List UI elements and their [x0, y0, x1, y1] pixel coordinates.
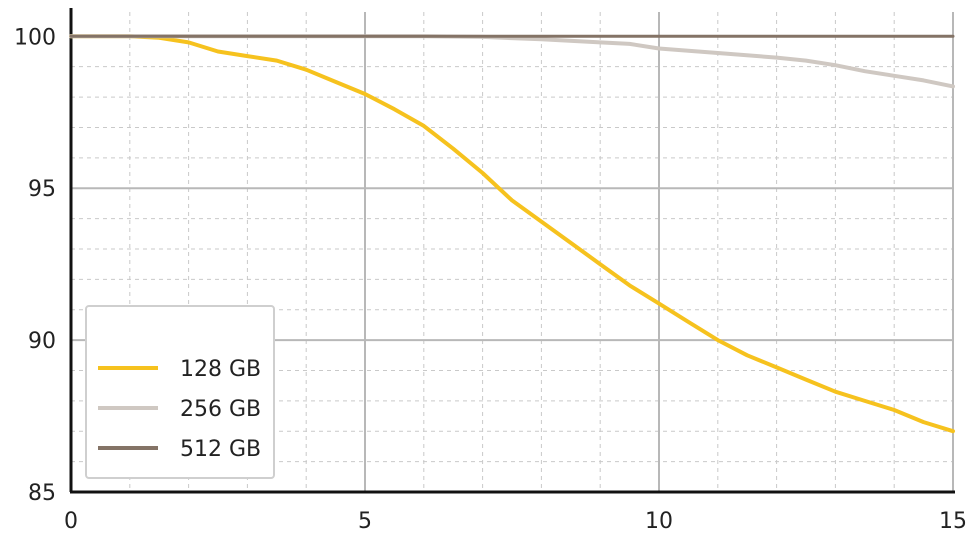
y-tick-label: 100 [14, 25, 56, 50]
tick-labels: 0 5 10 15 85 90 95 100 [14, 25, 967, 534]
x-tick-label: 10 [645, 509, 673, 534]
axes [69, 8, 955, 494]
y-tick-label: 90 [28, 329, 56, 354]
legend-label: 128 GB [180, 357, 261, 382]
legend-label: 256 GB [180, 397, 261, 422]
legend-label: 512 GB [180, 437, 261, 462]
series-lines [69, 34, 955, 434]
y-tick-label: 85 [28, 481, 56, 506]
series-line-256-gb [69, 34, 955, 89]
y-tick-label: 95 [28, 177, 56, 202]
x-tick-label: 15 [939, 509, 967, 534]
legend: 128 GB 256 GB 512 GB [85, 305, 275, 479]
x-tick-label: 5 [358, 509, 372, 534]
series-line-128-gb [69, 34, 955, 434]
legend-box [85, 305, 275, 479]
x-tick-label: 0 [64, 509, 78, 534]
